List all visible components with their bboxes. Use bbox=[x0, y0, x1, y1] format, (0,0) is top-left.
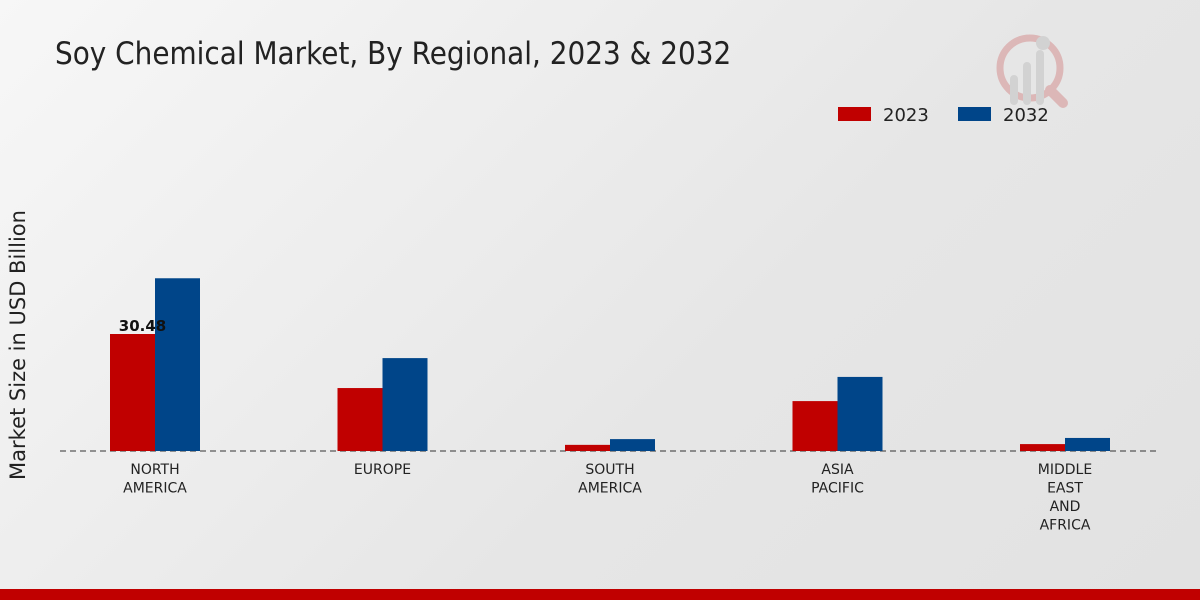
x-tick-label: PACIFIC bbox=[811, 481, 864, 497]
x-tick-label: AMERICA bbox=[578, 481, 642, 497]
bar-2023-4 bbox=[1020, 444, 1065, 451]
watermark-logo bbox=[996, 34, 1068, 108]
chart-title: Soy Chemical Market, By Regional, 2023 &… bbox=[55, 36, 732, 72]
bar-2023-1 bbox=[337, 388, 383, 451]
x-tick-label: AND bbox=[1050, 499, 1081, 515]
legend-label-2032: 2032 bbox=[1003, 105, 1049, 126]
x-tick-label: NORTH bbox=[130, 462, 179, 478]
x-tick-label: EUROPE bbox=[354, 462, 411, 478]
bar-2032-0 bbox=[155, 278, 200, 451]
legend-swatch-2023 bbox=[838, 107, 871, 121]
bar-2032-4 bbox=[1065, 437, 1110, 451]
footer-bar bbox=[0, 589, 1200, 600]
bar-2032-1 bbox=[382, 358, 428, 451]
bar-2032-2 bbox=[610, 439, 655, 451]
data-label: 30.48 bbox=[119, 317, 166, 335]
x-tick-label: EAST bbox=[1047, 481, 1083, 497]
bar-2023-2 bbox=[565, 444, 610, 451]
x-tick-label: AMERICA bbox=[123, 481, 187, 497]
bar-2032-3 bbox=[837, 376, 883, 451]
x-tick-label: MIDDLE bbox=[1038, 462, 1092, 478]
x-tick-label: SOUTH bbox=[585, 462, 634, 478]
legend-swatch-2032 bbox=[958, 107, 991, 121]
bar-2023-3 bbox=[792, 401, 838, 451]
x-tick-label: AFRICA bbox=[1040, 518, 1091, 534]
legend-label-2023: 2023 bbox=[883, 105, 929, 126]
bar-2023-0 bbox=[110, 334, 155, 451]
x-tick-label: ASIA bbox=[821, 462, 854, 478]
